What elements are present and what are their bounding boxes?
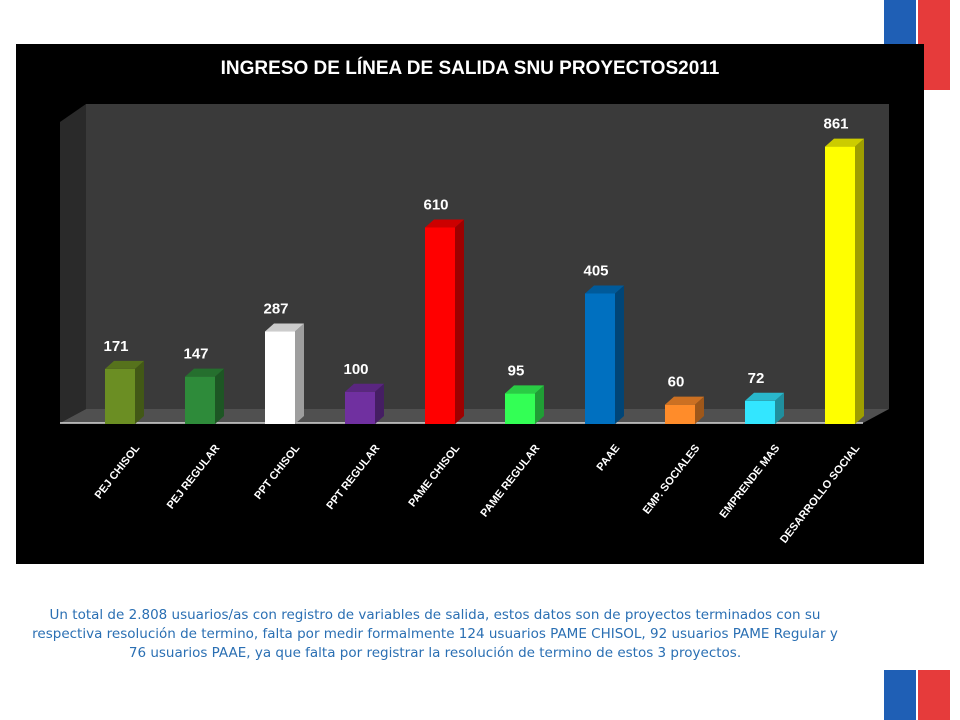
bar-top xyxy=(425,219,464,228)
bar-side xyxy=(855,138,864,425)
category-label: PEJ CHISOL xyxy=(93,442,143,501)
chart-title: INGRESO DE LÍNEA DE SALIDA SNU PROYECTOS… xyxy=(220,58,720,79)
bar-side xyxy=(615,285,624,424)
bar-top xyxy=(665,396,704,405)
bar-side xyxy=(535,385,544,424)
data-label: 861 xyxy=(823,116,848,133)
bar-side xyxy=(215,368,224,424)
bar-front xyxy=(505,393,535,424)
bar-front xyxy=(825,146,855,425)
chart-side-wall xyxy=(60,104,86,423)
bar-top xyxy=(745,392,784,401)
bar-front xyxy=(745,400,775,424)
bar-front xyxy=(105,368,135,424)
category-label: PAME CHISOL xyxy=(406,442,462,509)
category-label: PEJ REGULAR xyxy=(165,442,223,511)
slide-caption: Un total de 2.808 usuarios/as con regist… xyxy=(32,607,838,661)
bar-side xyxy=(455,219,464,424)
bar-front xyxy=(265,331,295,424)
bar-side xyxy=(775,392,784,424)
bar-chart: 171 PEJ CHISOL 147 PEJ REGULAR 287 PPT CHISOL… xyxy=(60,104,889,546)
flag-decoration-bottom xyxy=(884,670,950,720)
category-label: PAAE xyxy=(595,442,623,473)
data-label: 171 xyxy=(103,338,128,355)
category-label: DESARROLLO SOCIAL xyxy=(778,442,863,545)
bar-side xyxy=(295,323,304,424)
bar-front xyxy=(345,391,375,424)
bar-top xyxy=(265,323,304,332)
data-label: 147 xyxy=(183,346,208,363)
category-label: PAME REGULAR xyxy=(478,442,542,519)
chart-back-wall xyxy=(86,104,889,409)
bar-top xyxy=(585,285,624,294)
data-label: 100 xyxy=(343,361,368,378)
category-label: EMPRENDE MAS xyxy=(718,442,783,520)
bar-top xyxy=(505,385,544,394)
bar-top xyxy=(825,138,864,147)
bar-front xyxy=(425,227,455,424)
chart-panel: INGRESO DE LÍNEA DE SALIDA SNU PROYECTOS… xyxy=(16,44,924,564)
data-label: 72 xyxy=(748,370,765,387)
bar-top xyxy=(345,383,384,392)
bar-side xyxy=(135,360,144,424)
data-label: 60 xyxy=(668,374,685,391)
bar-front xyxy=(185,376,215,424)
bar-side xyxy=(375,383,384,424)
category-label: PPT REGULAR xyxy=(324,442,382,512)
data-label: 405 xyxy=(583,263,608,280)
data-label: 287 xyxy=(263,301,288,318)
bar-side xyxy=(695,396,704,424)
bar-top xyxy=(105,360,144,369)
category-label: EMP. SOCIALES xyxy=(641,442,703,516)
data-label: 95 xyxy=(508,362,525,379)
bar-top xyxy=(185,368,224,377)
bar-front xyxy=(585,293,615,424)
bar-front xyxy=(665,404,695,424)
data-label: 610 xyxy=(423,196,448,213)
category-label: PPT CHISOL xyxy=(252,442,302,502)
